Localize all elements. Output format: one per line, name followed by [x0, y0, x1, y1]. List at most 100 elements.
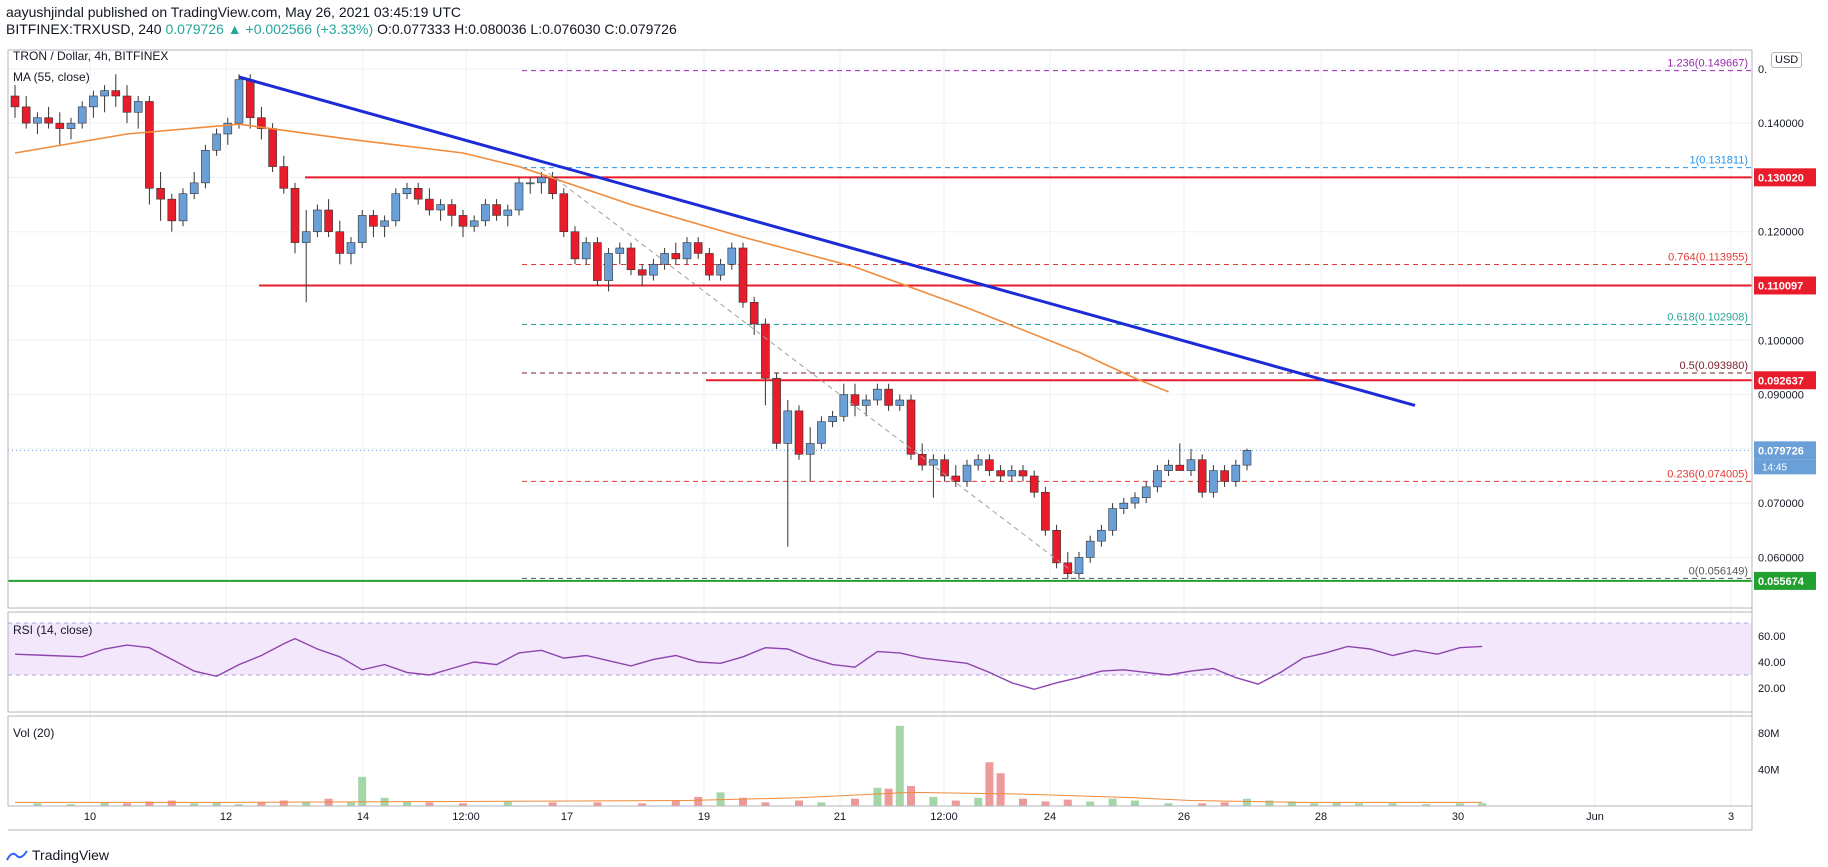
x-tick-label: 12: [220, 811, 232, 823]
candle-body: [548, 177, 557, 195]
countdown-label: 14:45: [1762, 462, 1787, 473]
candle-body: [996, 470, 1005, 477]
candle-body: [447, 204, 457, 216]
y-tick-label: 0.120000: [1758, 227, 1804, 239]
candle-body: [637, 269, 647, 276]
candle-body: [1164, 464, 1173, 471]
candle-body: [727, 247, 737, 265]
price-label-box: [1754, 371, 1816, 390]
x-tick-label: 12:00: [452, 811, 480, 823]
volume-bar: [929, 796, 938, 806]
volume-bar: [167, 800, 176, 806]
candle-body: [906, 399, 916, 455]
candle-body: [1074, 557, 1084, 575]
candle-body: [570, 231, 580, 260]
axes: 10 12 14 12:00 17 19 21 12:00 24 26 28 30 Jun 3 0. 0.14…: [84, 64, 1816, 823]
candle-body: [1119, 502, 1129, 509]
candle-body: [369, 215, 378, 227]
candle-body: [761, 323, 770, 379]
volume-bar: [425, 802, 434, 806]
candle-body: [1153, 470, 1162, 488]
candle-body: [245, 79, 255, 119]
volume-ma-line: [15, 791, 1483, 803]
volume-bar: [358, 776, 367, 806]
candle-body: [861, 399, 871, 406]
candle-body: [783, 410, 793, 444]
candle-body: [1108, 508, 1117, 531]
volume-bar: [907, 785, 915, 806]
volume-bar: [873, 787, 882, 806]
candle-body: [1231, 464, 1241, 482]
volume-bar: [1198, 803, 1207, 806]
volume-bar: [795, 800, 803, 806]
volume-bar: [548, 802, 557, 806]
candle-body: [940, 459, 949, 477]
x-tick-label: Jun: [1586, 811, 1604, 823]
candle-body: [929, 459, 938, 466]
grid-lines: [8, 50, 1752, 806]
price-label-box: [1754, 168, 1816, 187]
candle-body: [1130, 497, 1140, 504]
x-tick-label: 26: [1178, 811, 1190, 823]
volume-bar: [100, 802, 109, 806]
fib-diagonal-line: [541, 167, 1080, 577]
volume-bar: [739, 797, 747, 806]
candle-body: [458, 215, 468, 227]
x-tick-label: 3: [1728, 811, 1734, 823]
rsi-band: [8, 623, 1752, 675]
volume-bar: [985, 762, 994, 806]
candle-body: [425, 198, 434, 211]
volume-bar: [638, 803, 647, 806]
candle-body: [167, 198, 177, 222]
price-label: 0.092637: [1758, 375, 1804, 387]
price-chart[interactable]: 1.236(0.149667) 1(0.131811) 0.764(0.113955…: [0, 0, 1828, 840]
candle-body: [1197, 459, 1207, 493]
x-tick-label: 24: [1044, 811, 1056, 823]
volume-bar: [851, 798, 859, 806]
rsi-legend: RSI (14, close): [13, 623, 93, 637]
volume-bar: [190, 803, 199, 806]
volume-bar: [123, 803, 131, 806]
candle-body: [1220, 470, 1229, 482]
price-label: 0.110097: [1758, 280, 1803, 292]
volume-bar: [1388, 803, 1397, 806]
pane-frames: [7, 49, 1753, 831]
candle-body: [962, 464, 972, 482]
candle-body: [111, 90, 121, 97]
fib-level-label: 0.5(0.093980): [1680, 360, 1749, 372]
volume-bar: [1243, 798, 1251, 806]
candle-body: [33, 117, 42, 124]
candle-body: [133, 101, 143, 113]
price-label-box: [1754, 276, 1816, 295]
candle-body: [1007, 470, 1017, 477]
candle-body: [44, 117, 53, 124]
candle-body: [604, 253, 613, 281]
volume-bar: [33, 803, 42, 806]
countdown-box: [1754, 459, 1816, 475]
candle-body: [749, 301, 759, 325]
candle-body: [581, 242, 591, 260]
volume-bar: [1422, 804, 1431, 806]
candle-body: [593, 242, 602, 281]
symbol-bar: BITFINEX:TRXUSD, 240 0.079726 ▲ +0.00256…: [6, 21, 677, 37]
volume-bar: [1108, 798, 1117, 806]
ma55-line: [14, 123, 1169, 393]
candle-body: [391, 193, 401, 222]
candle-body: [817, 421, 826, 444]
brand-name: TradingView: [32, 847, 110, 863]
candle-body: [649, 263, 658, 276]
candle-body: [828, 415, 837, 423]
volume-bar: [1063, 799, 1072, 806]
candle-body: [1209, 470, 1218, 493]
candle-body: [805, 443, 815, 455]
currency-button[interactable]: USD: [1771, 52, 1803, 68]
price-change: 0.079726 ▲ +0.002566 (+3.33%): [165, 21, 374, 37]
y-tick-label: 0.060000: [1758, 552, 1804, 564]
candle-body: [1041, 491, 1050, 531]
candle-body: [873, 388, 882, 401]
candle-body: [615, 247, 625, 254]
volume-bar: [1455, 803, 1464, 806]
volume-bar: [716, 792, 725, 806]
candle-body: [1175, 464, 1185, 471]
candle-body: [895, 399, 905, 406]
